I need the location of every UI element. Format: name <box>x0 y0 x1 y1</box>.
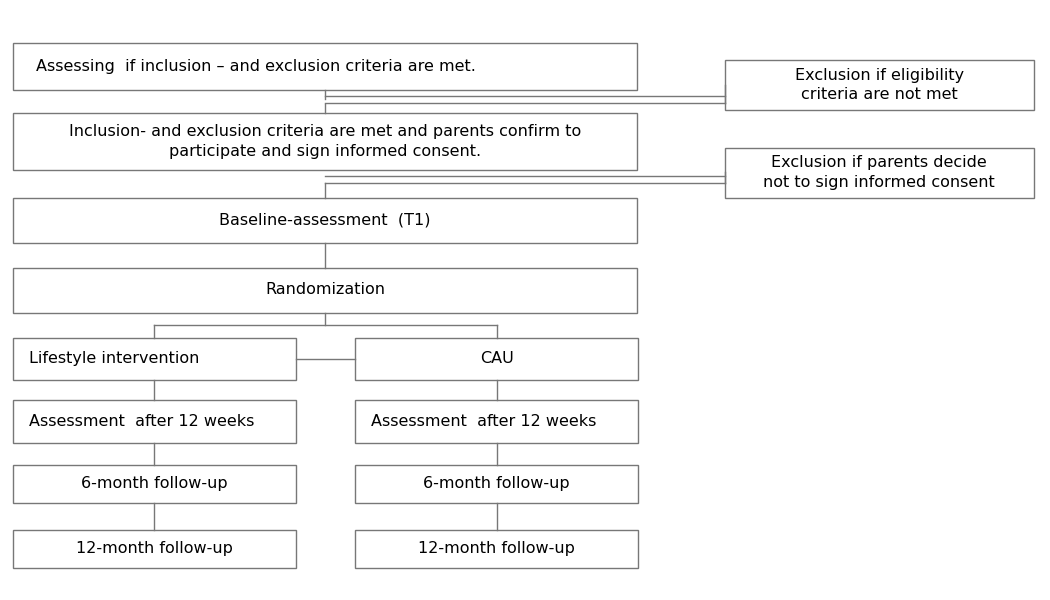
Bar <box>13 113 637 170</box>
Text: Assessment  after 12 weeks: Assessment after 12 weeks <box>371 414 596 429</box>
Text: Assessment  after 12 weeks: Assessment after 12 weeks <box>28 414 254 429</box>
Bar <box>13 530 296 568</box>
Bar <box>13 197 637 242</box>
Text: CAU: CAU <box>480 351 513 366</box>
Text: Exclusion if eligibility
criteria are not met: Exclusion if eligibility criteria are no… <box>795 68 964 103</box>
Bar <box>724 60 1034 110</box>
Text: Inclusion- and exclusion criteria are met and parents confirm to
participate and: Inclusion- and exclusion criteria are me… <box>69 124 581 158</box>
Bar <box>724 148 1034 197</box>
Text: 6-month follow-up: 6-month follow-up <box>81 476 228 491</box>
Text: 12-month follow-up: 12-month follow-up <box>76 541 233 556</box>
Bar <box>355 530 638 568</box>
Bar <box>355 337 638 380</box>
Bar <box>355 400 638 443</box>
Text: 6-month follow-up: 6-month follow-up <box>423 476 570 491</box>
Bar <box>13 337 296 380</box>
Text: 12-month follow-up: 12-month follow-up <box>418 541 575 556</box>
Text: Baseline-assessment  (T1): Baseline-assessment (T1) <box>219 212 430 227</box>
Text: Exclusion if parents decide
not to sign informed consent: Exclusion if parents decide not to sign … <box>763 155 995 190</box>
Text: Assessing  if inclusion – and exclusion criteria are met.: Assessing if inclusion – and exclusion c… <box>36 59 476 74</box>
Bar <box>13 465 296 503</box>
Bar <box>355 465 638 503</box>
Text: Randomization: Randomization <box>265 283 385 298</box>
Bar <box>13 268 637 313</box>
Bar <box>13 400 296 443</box>
Bar <box>13 43 637 90</box>
Text: Lifestyle intervention: Lifestyle intervention <box>28 351 200 366</box>
